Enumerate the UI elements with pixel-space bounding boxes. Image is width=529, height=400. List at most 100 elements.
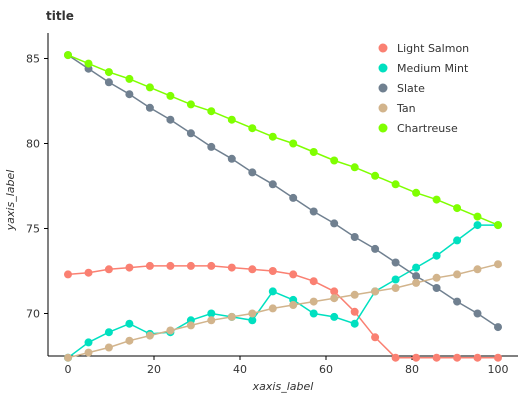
data-point-medium-mint (412, 263, 421, 272)
x-tick-label: 0 (65, 363, 72, 376)
x-axis-title: xaxis_label (252, 380, 314, 393)
data-point-slate (453, 297, 462, 306)
data-point-tan (248, 309, 257, 318)
data-point-slate (391, 258, 400, 267)
legend-marker-slate (378, 83, 388, 93)
data-point-tan (289, 301, 298, 309)
data-point-light-salmon (391, 353, 400, 362)
data-point-chartreuse (64, 51, 72, 60)
data-point-medium-mint (125, 319, 134, 328)
series-line-light-salmon (67, 265, 498, 359)
data-point-light-salmon (227, 263, 236, 272)
legend-label-light-salmon: Light Salmon (397, 42, 469, 55)
data-point-light-salmon (473, 353, 482, 362)
data-point-slate (104, 78, 113, 87)
data-point-light-salmon (104, 265, 113, 274)
data-point-chartreuse (289, 139, 298, 148)
data-point-medium-mint (432, 251, 441, 260)
data-point-medium-mint (207, 309, 216, 318)
data-point-slate (412, 272, 421, 281)
data-point-tan (350, 290, 359, 299)
data-point-light-salmon (125, 263, 134, 272)
data-point-tan (104, 343, 113, 352)
data-point-tan (268, 304, 277, 313)
data-point-chartreuse (330, 156, 339, 165)
data-point-slate (371, 244, 380, 253)
data-point-slate (248, 168, 257, 177)
data-point-tan (473, 265, 482, 274)
data-point-light-salmon (350, 307, 359, 316)
data-point-chartreuse (391, 180, 400, 189)
data-point-tan (330, 294, 339, 303)
data-point-light-salmon (289, 270, 298, 279)
y-axis-title: yaxis_label (4, 170, 17, 232)
data-point-light-salmon (330, 287, 339, 296)
data-point-chartreuse (371, 171, 380, 180)
data-point-tan (145, 331, 154, 340)
data-point-chartreuse (268, 132, 277, 141)
y-tick-label: 80 (26, 138, 40, 151)
data-point-chartreuse (84, 59, 93, 68)
data-point-tan (227, 312, 236, 321)
data-point-slate (309, 207, 318, 216)
y-tick-label: 70 (26, 308, 40, 321)
x-tick-label: 60 (319, 363, 333, 376)
legend-marker-chartreuse (378, 123, 388, 133)
series-line-chartreuse (67, 54, 499, 226)
data-point-slate (289, 193, 298, 202)
data-point-medium-mint (84, 338, 93, 347)
data-point-light-salmon (186, 261, 195, 270)
chart-title: title (46, 9, 74, 23)
data-point-chartreuse (145, 83, 154, 92)
data-point-medium-mint (453, 236, 462, 245)
data-point-slate (207, 142, 216, 151)
data-point-chartreuse (227, 115, 236, 124)
data-point-light-salmon (412, 353, 421, 362)
data-point-tan (453, 270, 462, 279)
data-point-light-salmon (309, 277, 318, 286)
data-point-medium-mint (391, 275, 400, 284)
data-point-chartreuse (207, 107, 216, 116)
legend-marker-medium-mint (378, 63, 388, 73)
legend-label-tan: Tan (396, 102, 416, 115)
plot-area: 70 75 80 85 0 20 40 60 80 100 (26, 33, 518, 376)
legend-label-slate: Slate (397, 82, 425, 95)
data-point-light-salmon (207, 261, 216, 270)
data-point-medium-mint (248, 316, 257, 325)
data-point-tan (207, 316, 216, 325)
data-point-tan (125, 336, 134, 345)
data-point-tan (412, 278, 421, 287)
data-point-chartreuse (432, 195, 441, 204)
data-point-tan (371, 287, 380, 296)
x-tick-label: 20 (147, 363, 161, 376)
data-point-slate (227, 154, 236, 163)
data-point-tan (391, 284, 400, 292)
data-point-chartreuse (104, 68, 113, 77)
data-point-slate (494, 323, 502, 332)
x-tick-label: 40 (233, 363, 247, 376)
data-point-slate (166, 115, 175, 124)
legend: Light Salmon Medium Mint Slate Tan Chartreus… (378, 42, 469, 135)
legend-label-chartreuse: Chartreuse (397, 122, 458, 135)
data-point-medium-mint (309, 309, 318, 318)
y-tick-label: 75 (26, 223, 40, 236)
data-point-tan (84, 348, 93, 357)
data-point-slate (350, 233, 359, 241)
data-point-light-salmon (166, 261, 175, 270)
data-point-light-salmon (494, 353, 502, 362)
data-point-medium-mint (104, 328, 113, 337)
data-point-light-salmon (453, 353, 462, 362)
data-point-chartreuse (350, 163, 359, 172)
data-point-chartreuse (473, 212, 482, 221)
data-point-slate (473, 309, 482, 318)
data-point-light-salmon (248, 265, 257, 274)
data-point-light-salmon (64, 270, 72, 279)
data-point-tan (186, 321, 195, 330)
series-line-medium-mint (67, 224, 498, 359)
data-point-medium-mint (268, 287, 277, 296)
data-point-tan (166, 326, 175, 335)
data-point-light-salmon (268, 267, 277, 275)
data-point-slate (432, 284, 441, 292)
data-point-tan (432, 273, 441, 282)
